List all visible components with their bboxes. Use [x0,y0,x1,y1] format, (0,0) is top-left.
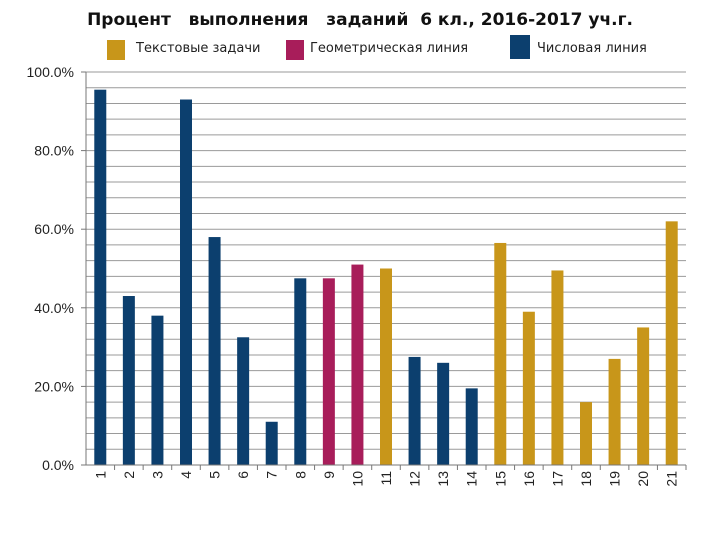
bar [208,237,221,465]
x-tick-label: 21 [664,471,680,487]
bar [465,388,478,465]
bars [94,89,678,465]
x-tick-label: 17 [549,471,565,487]
axes: 0.0%20.0%40.0%60.0%80.0%100.0%1 2 3 4 5 6 7 8 9 1… [27,64,687,487]
x-tick-label: 5 [207,471,223,479]
bar [265,421,278,465]
x-tick-label: 9 [321,471,337,479]
bar [351,264,364,465]
x-tick-label: 19 [607,471,623,487]
legend-label: Геометрическая линия [310,41,468,56]
bar [294,278,307,465]
bar [522,311,535,465]
x-tick-label: 6 [235,471,251,479]
x-tick-label: 16 [521,471,537,487]
y-tick-label: 40.0% [34,300,74,316]
x-tick-label: 3 [149,471,165,479]
x-tick-label: 7 [264,471,280,479]
x-tick-label: 18 [578,471,594,487]
legend-swatch [107,40,125,60]
y-tick-label: 20.0% [34,378,74,394]
y-tick-label: 80.0% [34,143,74,159]
bar [551,270,564,465]
legend-swatch [286,40,304,60]
bar [580,402,592,465]
bar [437,362,450,465]
legend-swatch [510,35,530,59]
bar [237,337,250,465]
bar [151,315,164,465]
x-tick-label: 15 [492,471,508,487]
bar [665,221,678,465]
x-tick-label: 4 [178,471,194,479]
legend-label: Числовая линия [537,41,647,56]
x-tick-label: 20 [635,471,651,487]
x-tick-label: 2 [121,471,137,479]
bar [94,89,107,465]
x-tick-label: 13 [435,471,451,487]
x-tick-label: 14 [464,471,480,487]
bar [408,356,421,465]
legend: Текстовые задачи Геометрическая линия Числ… [107,35,647,60]
y-tick-label: 60.0% [34,221,74,237]
x-tick-label: 12 [407,471,423,487]
x-tick-label: 10 [349,471,365,487]
y-tick-label: 0.0% [42,457,74,473]
bar [608,358,621,465]
x-tick-label: 1 [92,471,108,479]
x-tick-label: 8 [292,471,308,479]
y-tick-label: 100.0% [27,64,74,80]
bar [122,296,135,465]
bar [637,327,650,465]
chart-title: Процент выполнения заданий 6 кл., 2016-2… [87,10,633,30]
bar [380,268,392,465]
legend-label: Текстовые задачи [135,41,260,56]
x-tick-label: 11 [378,471,394,486]
bar [180,99,192,465]
bar [322,278,335,465]
bar [494,242,507,465]
